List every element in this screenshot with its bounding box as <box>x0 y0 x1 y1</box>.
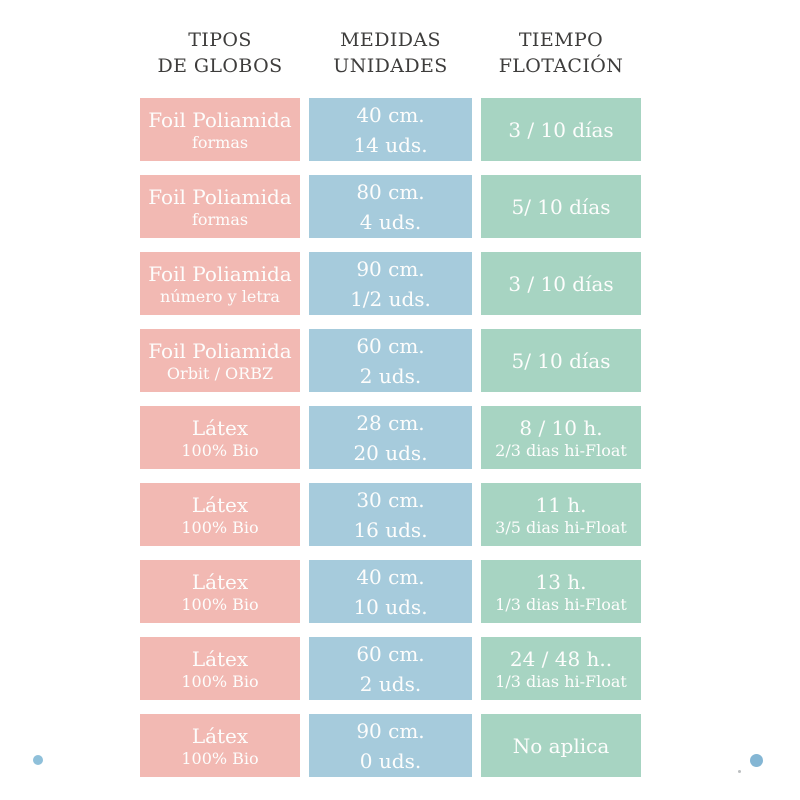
medida-cell: 30 cm. 16 uds. <box>309 483 472 546</box>
medida-units: 16 uds. <box>353 517 428 542</box>
medida-cell: 90 cm. 0 uds. <box>309 714 472 777</box>
header-medidas-unidades: MEDIDAS UNIDADES <box>309 28 472 79</box>
tiempo-main: 3 / 10 días <box>508 271 614 296</box>
medida-units: 0 uds. <box>359 748 422 773</box>
medida-cell: 40 cm. 10 uds. <box>309 560 472 623</box>
medida-units: 4 uds. <box>359 209 422 234</box>
medida-size: 60 cm. <box>356 333 425 358</box>
tiempo-cell: 5/ 10 días <box>481 329 641 392</box>
tipo-globo-subtitle: 100% Bio <box>181 748 259 768</box>
tipo-globo-cell: Foil Poliamida número y letra <box>140 252 300 315</box>
tiempo-cell: 3 / 10 días <box>481 98 641 161</box>
medida-size: 90 cm. <box>356 256 425 281</box>
tipo-globo-cell: Látex 100% Bio <box>140 714 300 777</box>
tipo-globo-name: Foil Poliamida <box>148 184 292 209</box>
medida-cell: 80 cm. 4 uds. <box>309 175 472 238</box>
medida-units: 2 uds. <box>359 671 422 696</box>
tipo-globo-name: Látex <box>191 723 249 748</box>
tipo-globo-name: Látex <box>191 492 249 517</box>
tipo-globo-cell: Foil Poliamida formas <box>140 175 300 238</box>
tiempo-main: 24 / 48 h.. <box>509 646 613 671</box>
decorative-dot-speck <box>738 770 741 773</box>
medida-cell: 28 cm. 20 uds. <box>309 406 472 469</box>
tiempo-cell: 24 / 48 h.. 1/3 dias hi-Float <box>481 637 641 700</box>
column-headers: TIPOS DE GLOBOS MEDIDAS UNIDADES TIEMPO … <box>140 28 641 79</box>
tiempo-sub: 1/3 dias hi-Float <box>495 594 627 614</box>
tipo-globo-subtitle: 100% Bio <box>181 440 259 460</box>
tipo-globo-name: Látex <box>191 569 249 594</box>
tiempo-sub: 2/3 dias hi-Float <box>495 440 627 460</box>
tiempo-sub: 1/3 dias hi-Float <box>495 671 627 691</box>
medida-units: 20 uds. <box>353 440 428 465</box>
header-tipos-de-globos: TIPOS DE GLOBOS <box>140 28 300 79</box>
tiempo-cell: No aplica <box>481 714 641 777</box>
medida-units: 1/2 uds. <box>350 286 431 311</box>
medida-size: 60 cm. <box>356 641 425 666</box>
tipo-globo-cell: Foil Poliamida formas <box>140 98 300 161</box>
tiempo-main: 11 h. <box>535 492 587 517</box>
header-tiempo-line1: TIEMPO <box>518 29 604 51</box>
tipo-globo-name: Foil Poliamida <box>148 338 292 363</box>
medida-size: 40 cm. <box>356 102 425 127</box>
tipo-globo-cell: Látex 100% Bio <box>140 637 300 700</box>
tiempo-cell: 5/ 10 días <box>481 175 641 238</box>
medida-cell: 40 cm. 14 uds. <box>309 98 472 161</box>
tipo-globo-subtitle: Orbit / ORBZ <box>166 363 274 383</box>
tiempo-main: 13 h. <box>535 569 587 594</box>
medida-cell: 60 cm. 2 uds. <box>309 329 472 392</box>
tipo-globo-subtitle: 100% Bio <box>181 594 259 614</box>
header-tipos-line2: DE GLOBOS <box>157 54 283 77</box>
decorative-dot-left <box>33 755 43 765</box>
tipo-globo-name: Látex <box>191 415 249 440</box>
tipo-globo-subtitle: formas <box>191 132 249 152</box>
tipo-globo-cell: Látex 100% Bio <box>140 483 300 546</box>
header-medidas-line1: MEDIDAS <box>340 29 441 51</box>
tiempo-main: 5/ 10 días <box>511 348 611 373</box>
header-tiempo-flotacion: TIEMPO FLOTACIÓN <box>481 28 641 79</box>
tipo-globo-subtitle: 100% Bio <box>181 671 259 691</box>
medida-units: 10 uds. <box>353 594 428 619</box>
balloon-table: Foil Poliamida formas 40 cm. 14 uds. 3 /… <box>140 98 641 777</box>
medida-size: 90 cm. <box>356 718 425 743</box>
tipo-globo-cell: Látex 100% Bio <box>140 560 300 623</box>
medida-size: 80 cm. <box>356 179 425 204</box>
tiempo-cell: 13 h. 1/3 dias hi-Float <box>481 560 641 623</box>
tipo-globo-name: Foil Poliamida <box>148 261 292 286</box>
tiempo-main: No aplica <box>512 733 610 758</box>
decorative-dot-right <box>750 754 763 767</box>
tiempo-main: 8 / 10 h. <box>519 415 603 440</box>
medida-size: 40 cm. <box>356 564 425 589</box>
tipo-globo-cell: Foil Poliamida Orbit / ORBZ <box>140 329 300 392</box>
header-medidas-line2: UNIDADES <box>333 54 448 77</box>
medida-units: 14 uds. <box>353 132 428 157</box>
header-tiempo-line2: FLOTACIÓN <box>498 54 624 77</box>
tiempo-main: 5/ 10 días <box>511 194 611 219</box>
medida-units: 2 uds. <box>359 363 422 388</box>
tipo-globo-subtitle: número y letra <box>160 286 280 306</box>
medida-cell: 60 cm. 2 uds. <box>309 637 472 700</box>
tiempo-cell: 8 / 10 h. 2/3 dias hi-Float <box>481 406 641 469</box>
tipo-globo-cell: Látex 100% Bio <box>140 406 300 469</box>
tiempo-cell: 11 h. 3/5 dias hi-Float <box>481 483 641 546</box>
medida-size: 28 cm. <box>356 410 425 435</box>
tiempo-main: 3 / 10 días <box>508 117 614 142</box>
tipo-globo-name: Foil Poliamida <box>148 107 292 132</box>
tipo-globo-subtitle: formas <box>191 209 249 229</box>
medida-cell: 90 cm. 1/2 uds. <box>309 252 472 315</box>
tipo-globo-name: Látex <box>191 646 249 671</box>
tiempo-sub: 3/5 dias hi-Float <box>495 517 627 537</box>
tiempo-cell: 3 / 10 días <box>481 252 641 315</box>
tipo-globo-subtitle: 100% Bio <box>181 517 259 537</box>
header-tipos-line1: TIPOS <box>188 29 252 51</box>
medida-size: 30 cm. <box>356 487 425 512</box>
